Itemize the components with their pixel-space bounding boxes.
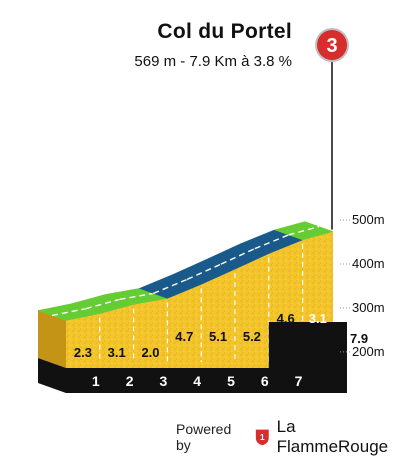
- base-band: [38, 358, 347, 393]
- total-distance-label: 7.9: [350, 331, 368, 346]
- y-tick-label-500: 500m: [352, 212, 385, 227]
- gradient-label-4: 4.7: [175, 329, 193, 344]
- climb-stats: 569 m - 7.9 Km à 3.8 %: [134, 53, 292, 70]
- climb-title: Col du Portel: [157, 20, 292, 43]
- gradient-label-6: 5.2: [243, 329, 261, 344]
- category-badge-label: 3: [326, 35, 337, 57]
- road-centerline-2: [85, 298, 120, 310]
- road-centerline-5: [186, 263, 222, 281]
- gradient-label-1: 2.3: [74, 345, 92, 360]
- footer: Powered by 1 La FlammeRouge: [176, 417, 401, 456]
- km-label-4: 4: [193, 373, 201, 389]
- gradient-label-8: 3.1: [309, 311, 327, 326]
- km-label-6: 6: [261, 373, 269, 389]
- y-tick-label-200: 200m: [352, 344, 385, 359]
- road-centerline-3: [119, 292, 154, 301]
- road-centerline-1: [51, 307, 86, 317]
- brand-name: La FlammeRouge: [276, 417, 389, 456]
- road-centerline-7: [254, 234, 289, 250]
- category-badge: [317, 30, 347, 60]
- flamme-rouge-logo-icon: 1: [255, 429, 269, 446]
- gradient-label-5: 5.1: [209, 329, 227, 344]
- road-centerline-4: [153, 278, 188, 295]
- terrain-front-face: [66, 231, 333, 368]
- base-band-end: [268, 322, 347, 368]
- km-label-5: 5: [227, 373, 235, 389]
- km-label-1: 1: [92, 373, 100, 389]
- terrain-side-face: [38, 310, 66, 368]
- gradient-label-7: 4.6: [277, 311, 295, 326]
- logo-glyph: 1: [260, 433, 265, 442]
- y-tick-label-400: 400m: [352, 256, 385, 271]
- powered-by-label: Powered by: [176, 421, 232, 453]
- km-label-3: 3: [159, 373, 167, 389]
- road-centerline-6: [220, 247, 256, 265]
- gradient-label-3: 2.0: [141, 345, 159, 360]
- km-label-2: 2: [126, 373, 134, 389]
- road-centerline-8: [288, 225, 320, 236]
- km-label-7: 7: [295, 373, 303, 389]
- gradient-label-2: 3.1: [108, 345, 126, 360]
- y-tick-label-300: 300m: [352, 300, 385, 315]
